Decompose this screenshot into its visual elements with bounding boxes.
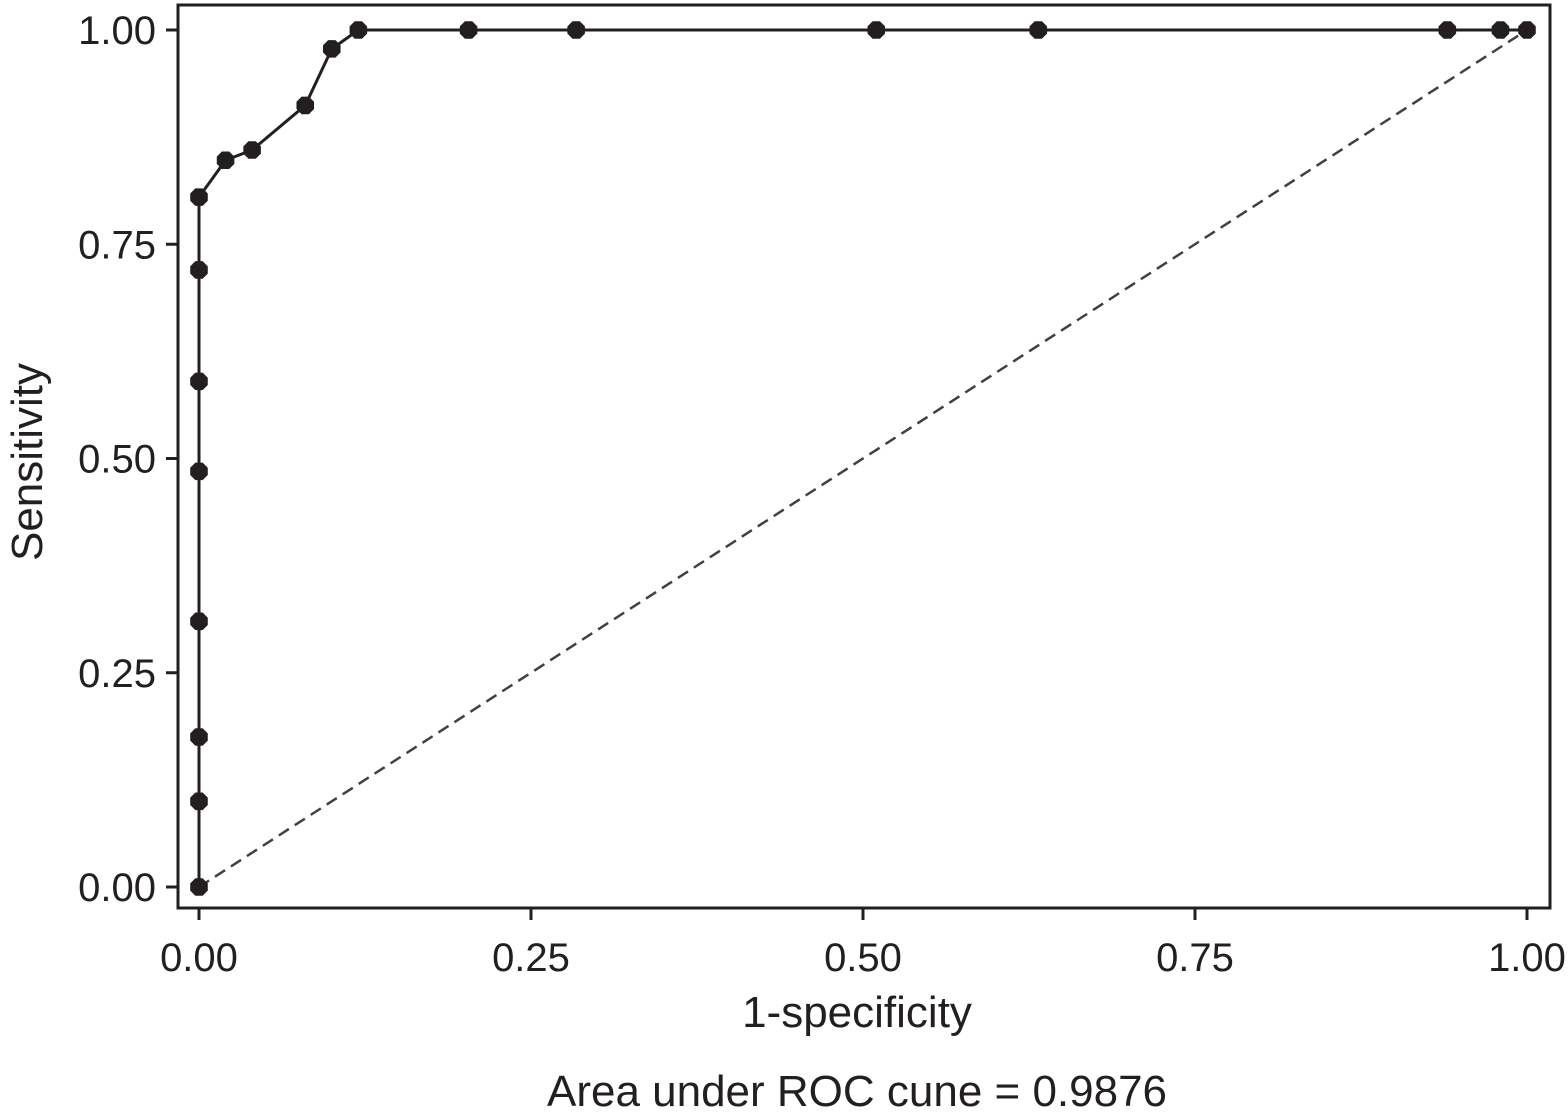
roc-point [1518,21,1536,39]
roc-point [216,151,235,170]
roc-curve-line [197,28,1527,887]
x-axis-title: 1-specificity [742,988,972,1037]
roc-point [1029,21,1048,39]
y-tick-label: 0.00 [78,866,156,910]
auc-annotation: Area under ROC cune = 0.9876 [547,1067,1167,1116]
roc-point [190,261,208,279]
roc-point [190,878,208,896]
roc-point [1438,21,1457,39]
roc-point [190,372,208,391]
roc-point [296,96,315,115]
roc-point [190,188,208,206]
roc-point [349,21,368,39]
x-axis: 0.00 0.25 0.50 0.75 1.00 [160,908,1566,980]
roc-point [459,21,478,39]
x-tick-label: 0.75 [1156,936,1234,980]
y-axis-title: Sensitivity [3,363,52,561]
y-tick-label: 1.00 [78,9,156,53]
roc-point [567,21,585,39]
x-tick-label: 1.00 [1488,936,1566,980]
x-tick-label: 0.00 [160,936,238,980]
plot-area [190,21,1536,896]
roc-point [867,21,886,39]
roc-point [190,612,208,631]
y-tick-label: 0.25 [78,652,156,696]
roc-point [190,462,208,481]
x-tick-label: 0.50 [824,936,902,980]
roc-point [190,792,208,811]
y-tick-label: 0.50 [78,438,156,482]
reference-diagonal-line [198,28,1528,889]
roc-point [190,728,208,746]
roc-point [1491,21,1510,39]
plot-frame [176,3,1552,910]
y-axis: 0.00 0.25 0.50 0.75 1.00 [78,9,178,910]
y-tick-label: 0.75 [78,223,156,267]
roc-point [323,40,341,58]
roc-point [243,141,261,159]
x-tick-label: 0.25 [492,936,570,980]
